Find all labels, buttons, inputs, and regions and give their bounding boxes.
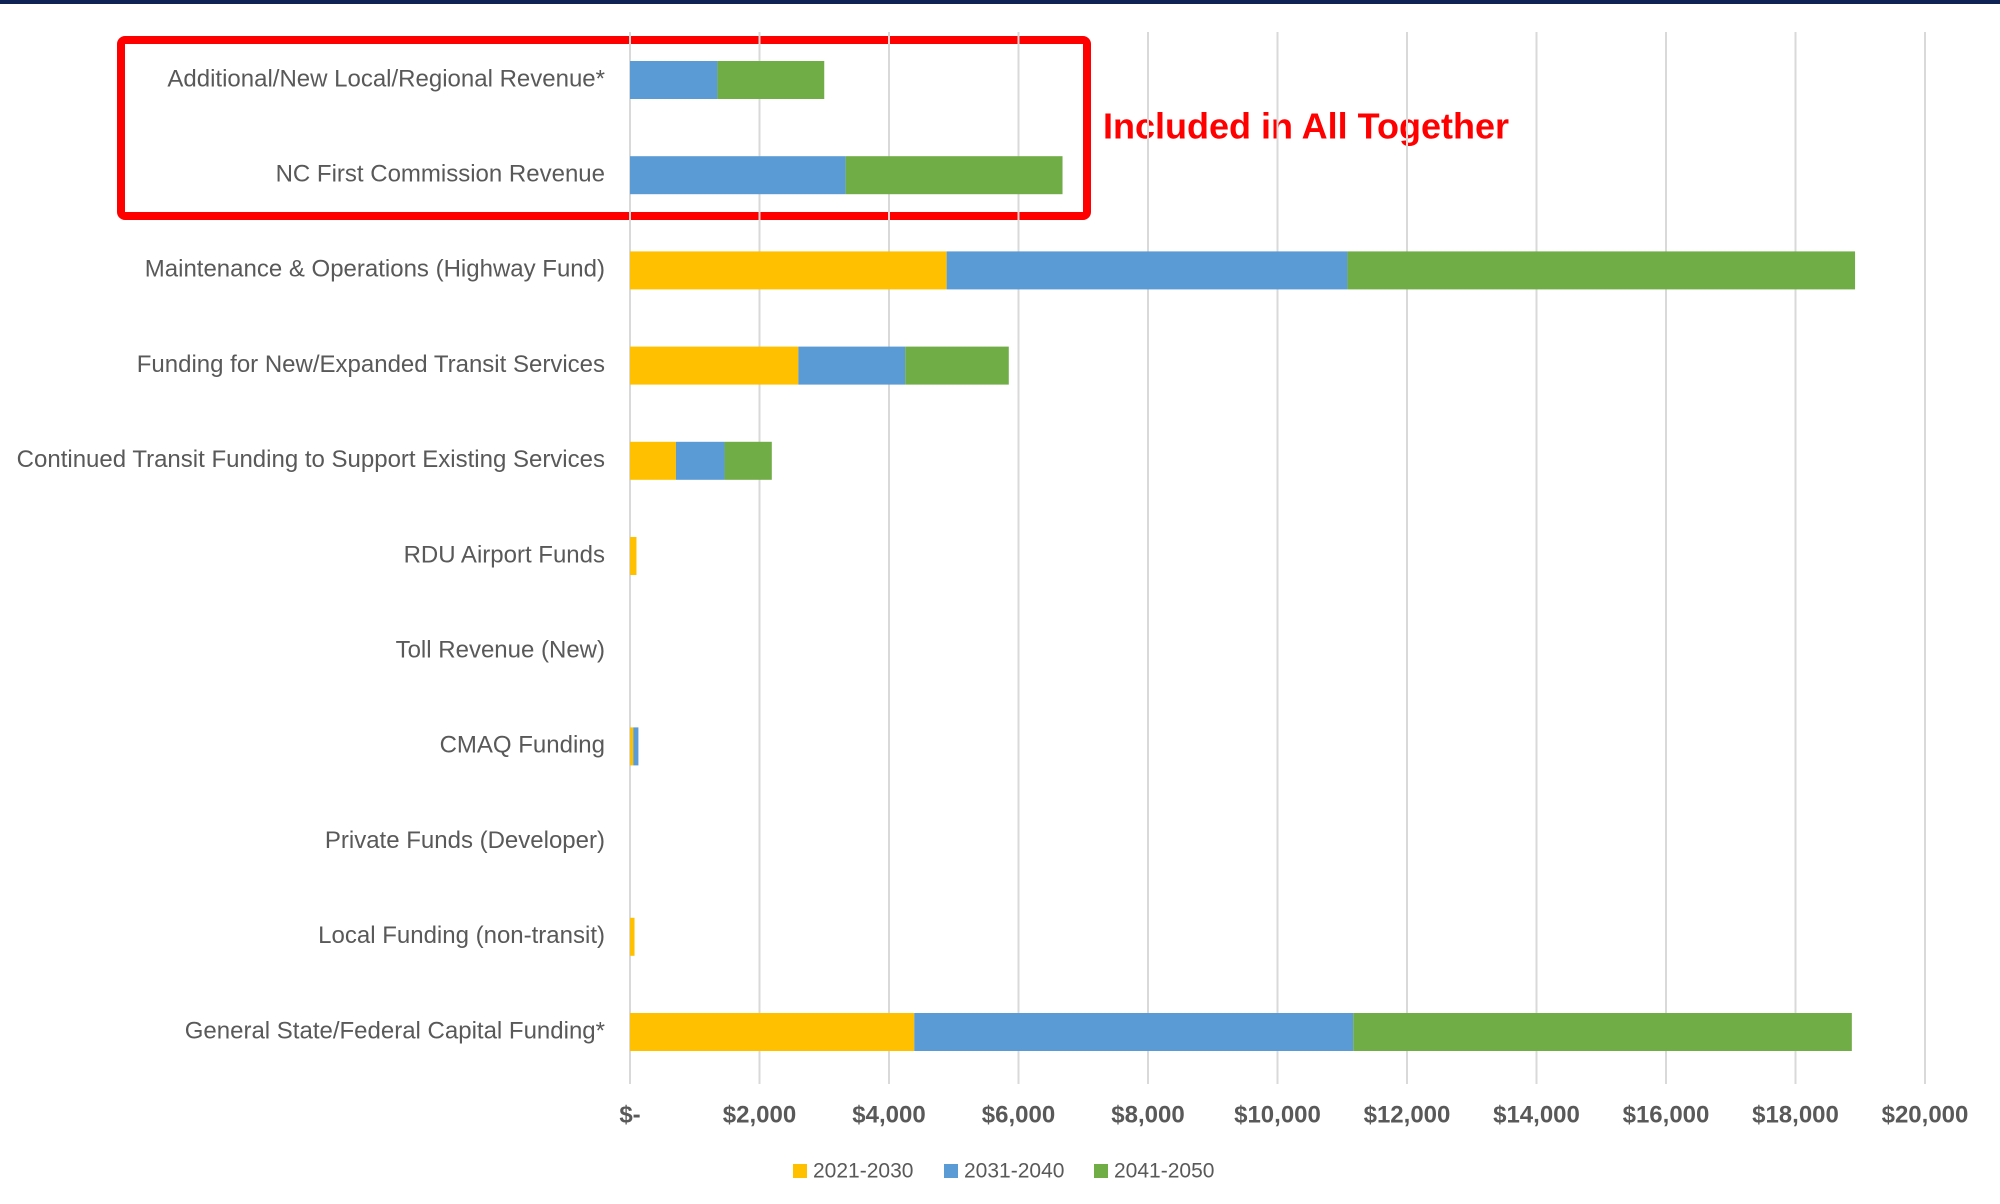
bar-segment — [630, 1013, 915, 1051]
bar-segment — [946, 251, 1348, 290]
x-tick-label: $4,000 — [852, 1101, 925, 1128]
bar-segment — [798, 346, 906, 385]
x-tick-label: $10,000 — [1234, 1101, 1321, 1128]
x-tick-label: $16,000 — [1623, 1101, 1710, 1128]
bar-segment — [724, 441, 772, 480]
x-tick-label: $- — [619, 1101, 640, 1128]
x-tick-label: $20,000 — [1882, 1101, 1969, 1128]
legend-swatch — [944, 1164, 958, 1178]
y-tick-label: Funding for New/Expanded Transit Service… — [137, 351, 605, 378]
bar-segment — [630, 251, 947, 290]
bar-segment — [905, 346, 1009, 385]
x-tick-label: $14,000 — [1493, 1101, 1580, 1128]
bar-segment — [914, 1013, 1354, 1051]
top-border — [0, 0, 2000, 4]
y-tick-label: Continued Transit Funding to Support Exi… — [17, 446, 605, 473]
legend-label: 2041-2050 — [1114, 1160, 1214, 1183]
y-tick-label: General State/Federal Capital Funding* — [185, 1017, 605, 1044]
bar-segment — [630, 61, 718, 99]
bar-segment — [1353, 1013, 1852, 1051]
x-tick-label: $8,000 — [1111, 1101, 1184, 1128]
y-tick-label: NC First Commission Revenue — [276, 161, 605, 188]
bar-segment — [675, 441, 725, 480]
bar-segment — [630, 917, 635, 956]
bar-segment — [630, 727, 634, 766]
y-tick-label: RDU Airport Funds — [404, 541, 605, 568]
annotation: Included in All Together — [1103, 106, 1509, 147]
y-tick-label: Private Funds (Developer) — [325, 827, 605, 854]
y-tick-label: Additional/New Local/Regional Revenue* — [167, 65, 605, 92]
bar-segment — [630, 537, 637, 575]
bar-segment — [1347, 251, 1856, 290]
legend-label: 2021-2030 — [813, 1160, 913, 1183]
y-tick-label: Toll Revenue (New) — [396, 637, 605, 664]
legend-swatch — [1094, 1164, 1108, 1178]
x-tick-label: $6,000 — [982, 1101, 1055, 1128]
bar-segment — [717, 61, 825, 99]
y-tick-label: Local Funding (non-transit) — [318, 922, 605, 949]
bar-segment — [633, 727, 639, 766]
bar-segment — [630, 346, 799, 385]
x-tick-label: $2,000 — [723, 1101, 796, 1128]
y-tick-label: Maintenance & Operations (Highway Fund) — [145, 256, 605, 283]
legend-swatch — [793, 1164, 807, 1178]
highlight-box — [117, 36, 1091, 220]
x-tick-label: $18,000 — [1752, 1101, 1839, 1128]
bar-segment — [845, 156, 1063, 195]
y-tick-label: CMAQ Funding — [440, 732, 605, 759]
bar-segment — [630, 156, 846, 195]
legend-label: 2031-2040 — [964, 1160, 1064, 1183]
x-tick-label: $12,000 — [1364, 1101, 1451, 1128]
bar-segment — [630, 441, 676, 480]
